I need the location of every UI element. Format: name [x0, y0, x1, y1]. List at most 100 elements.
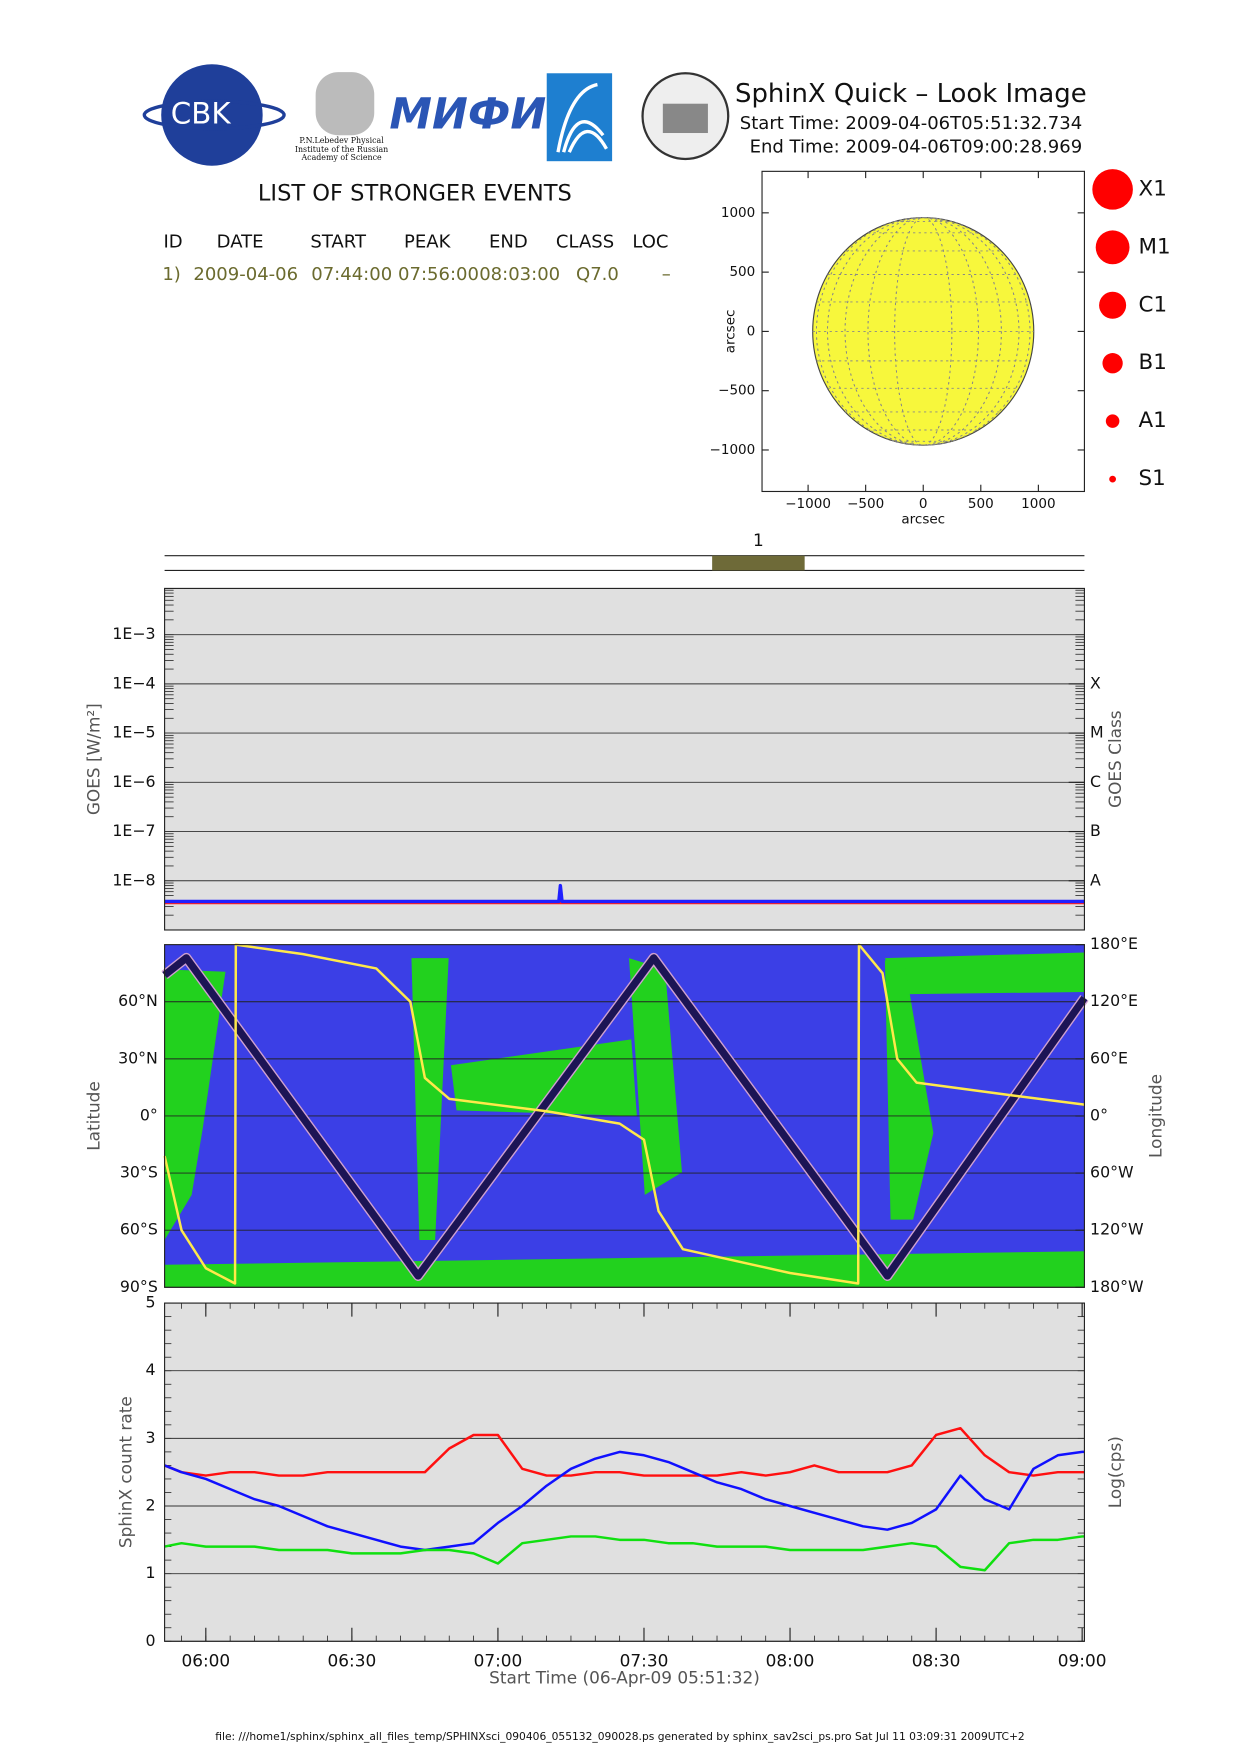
y2-tick-label: 180°E	[1090, 934, 1138, 953]
y2-axis-label: Longitude	[1146, 1074, 1166, 1158]
size-legend-label: B1	[1139, 350, 1167, 375]
size-legend-label: C1	[1139, 292, 1168, 317]
y-tick-label: 30°N	[118, 1048, 158, 1067]
map-region	[629, 958, 682, 1195]
size-legend-dot	[1105, 414, 1120, 428]
y2-tick-label: X	[1090, 673, 1101, 692]
y-tick-label: −500	[718, 383, 755, 399]
disk-grid	[844, 217, 1002, 446]
series-line	[164, 1535, 1085, 1572]
y2-tick-label: 60°E	[1090, 1048, 1128, 1067]
map-region	[411, 958, 449, 1240]
y-tick-label: 1E−5	[112, 723, 155, 742]
map-region	[164, 1251, 1085, 1288]
x-tick-label: 1000	[1021, 496, 1055, 512]
y-tick-label: 1E−7	[112, 821, 155, 840]
size-legend-dot	[1092, 169, 1133, 210]
event-cell: 1)	[162, 264, 181, 285]
column-header: START	[310, 231, 367, 252]
start-time: Start Time: 2009-04-06T05:51:32.734	[740, 113, 1082, 134]
size-legend-dot	[1102, 353, 1123, 374]
cbk-ring	[142, 99, 286, 131]
y-tick-label: 3	[146, 1428, 156, 1447]
logos: CBK P.N.Lebedev Physical Institute of th…	[142, 64, 730, 166]
y-tick-label: 2	[146, 1496, 156, 1515]
square-logo	[546, 73, 613, 162]
x-axis-label: Start Time (06-Apr-09 05:51:32)	[489, 1667, 760, 1687]
y2-tick-label: M	[1090, 723, 1104, 742]
y-tick-label: 500	[729, 264, 755, 280]
x-tick-label: 07:30	[620, 1651, 669, 1671]
event-cell: 2009-04-06	[193, 264, 298, 285]
y-tick-label: 0°	[140, 1105, 158, 1124]
event-cell: –	[662, 264, 671, 285]
y-tick-label: 60°S	[120, 1220, 158, 1239]
event-cell: 08:03:00	[479, 264, 560, 285]
cbk-logo	[161, 64, 263, 166]
y-tick-label: 1	[146, 1563, 156, 1582]
y-axis-label: SphinX count rate	[115, 1396, 135, 1548]
plot-background	[164, 588, 1085, 930]
series-line	[164, 1450, 1085, 1552]
map-region	[884, 952, 1085, 995]
y-tick-label: 0	[146, 1631, 156, 1650]
y-tick-label: 1E−6	[112, 772, 155, 791]
y2-tick-label: B	[1090, 821, 1101, 840]
x-axis-label: arcsec	[901, 512, 945, 528]
y2-tick-label: 120°E	[1090, 991, 1138, 1010]
y-tick-label: −1000	[710, 442, 756, 458]
x-tick-label: 06:30	[328, 1651, 377, 1671]
y-axis-label: GOES [W/m²]	[84, 703, 104, 815]
series-line	[164, 1426, 1085, 1477]
y-tick-label: 1E−4	[112, 673, 155, 692]
event-cell: 07:56:00	[398, 264, 479, 285]
map-region	[164, 969, 226, 1240]
disk-grid	[894, 217, 953, 446]
y-axis-label: Latitude	[84, 1081, 104, 1151]
seal-building	[662, 103, 708, 134]
y-tick-label: 0	[747, 323, 756, 339]
x-tick-label: 07:00	[474, 1651, 523, 1671]
size-legend-label: A1	[1139, 408, 1167, 433]
y-tick-label: 60°N	[118, 991, 158, 1010]
disk-grid	[816, 217, 1031, 446]
events-title: LIST OF STRONGER EVENTS	[258, 180, 572, 206]
y-tick-label: 1000	[721, 205, 755, 221]
y2-tick-label: A	[1090, 870, 1101, 889]
series-line	[164, 883, 1085, 904]
plot-frame	[164, 587, 1085, 931]
size-legend-label: X1	[1139, 176, 1167, 201]
x-tick-label: 09:00	[1058, 1651, 1107, 1671]
square-logo-arcs	[556, 82, 608, 153]
title: SphinX Quick – Look Image	[735, 79, 1087, 109]
column-header: ID	[163, 231, 182, 252]
mifi-logo: МИФИ	[389, 90, 546, 140]
y2-tick-label: C	[1090, 772, 1101, 791]
y-axis-label: arcsec	[722, 310, 738, 354]
footer: file: ///home1/sphinx/sphinx_all_files_t…	[215, 1730, 1024, 1743]
y2-tick-label: 120°W	[1090, 1220, 1144, 1239]
cbk-text: CBK	[171, 96, 232, 130]
lebedev-portrait	[315, 72, 375, 136]
size-legend-dot	[1099, 291, 1127, 319]
column-header: END	[489, 231, 528, 252]
lebedev-text: P.N.Lebedev Physical	[299, 136, 384, 145]
longitude-line	[163, 943, 1085, 1285]
size-legend-dot	[1095, 230, 1130, 265]
event-label: 1	[753, 530, 764, 550]
y-tick-label: 1E−8	[112, 870, 155, 889]
map-region	[884, 960, 934, 1220]
plot-frame	[164, 1302, 1085, 1642]
lebedev-text: Institute of the Russian	[295, 145, 388, 154]
y2-tick-label: 180°W	[1090, 1277, 1144, 1296]
event-cell: Q7.0	[576, 264, 619, 285]
size-legend-dot	[1109, 475, 1116, 483]
disk-grid	[827, 217, 1020, 446]
lebedev-text: Academy of Science	[300, 153, 382, 162]
y-tick-label: 4	[146, 1360, 156, 1379]
event-cell: 07:44:00	[311, 264, 392, 285]
x-tick-label: 08:00	[766, 1651, 815, 1671]
x-tick-label: −500	[847, 496, 884, 512]
